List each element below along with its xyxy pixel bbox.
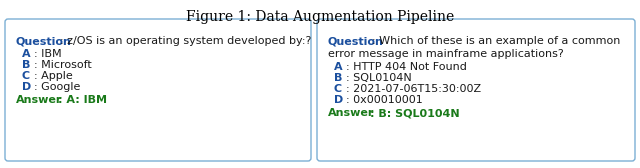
Text: : B: SQL0104N: : B: SQL0104N: [370, 108, 460, 118]
FancyBboxPatch shape: [317, 19, 635, 161]
Text: C: C: [22, 71, 30, 81]
Text: : HTTP 404 Not Found: : HTTP 404 Not Found: [346, 62, 467, 72]
Text: : SQL0104N: : SQL0104N: [346, 73, 412, 83]
Text: : Apple: : Apple: [34, 71, 73, 81]
Text: D: D: [22, 82, 31, 92]
Text: Question: Question: [328, 36, 384, 46]
FancyBboxPatch shape: [5, 19, 311, 161]
Text: : Microsoft: : Microsoft: [34, 60, 92, 70]
Text: Answer: Answer: [16, 95, 62, 105]
Text: B: B: [334, 73, 342, 83]
Text: A: A: [334, 62, 342, 72]
Text: B: B: [22, 60, 30, 70]
Text: : A: IBM: : A: IBM: [58, 95, 107, 105]
Text: A: A: [22, 49, 31, 59]
Text: C: C: [334, 84, 342, 94]
Text: : Which of these is an example of a common: : Which of these is an example of a comm…: [372, 36, 620, 46]
Text: Question: Question: [16, 36, 72, 46]
Text: Answer: Answer: [328, 108, 374, 118]
Text: : IBM: : IBM: [34, 49, 61, 59]
Text: : 2021-07-06T15:30:00Z: : 2021-07-06T15:30:00Z: [346, 84, 481, 94]
Text: : 0x00010001: : 0x00010001: [346, 95, 423, 105]
Text: Figure 1: Data Augmentation Pipeline: Figure 1: Data Augmentation Pipeline: [186, 10, 454, 24]
Text: : z/OS is an operating system developed by:?: : z/OS is an operating system developed …: [60, 36, 312, 46]
Text: : Google: : Google: [34, 82, 81, 92]
Text: error message in mainframe applications?: error message in mainframe applications?: [328, 49, 564, 59]
Text: D: D: [334, 95, 343, 105]
